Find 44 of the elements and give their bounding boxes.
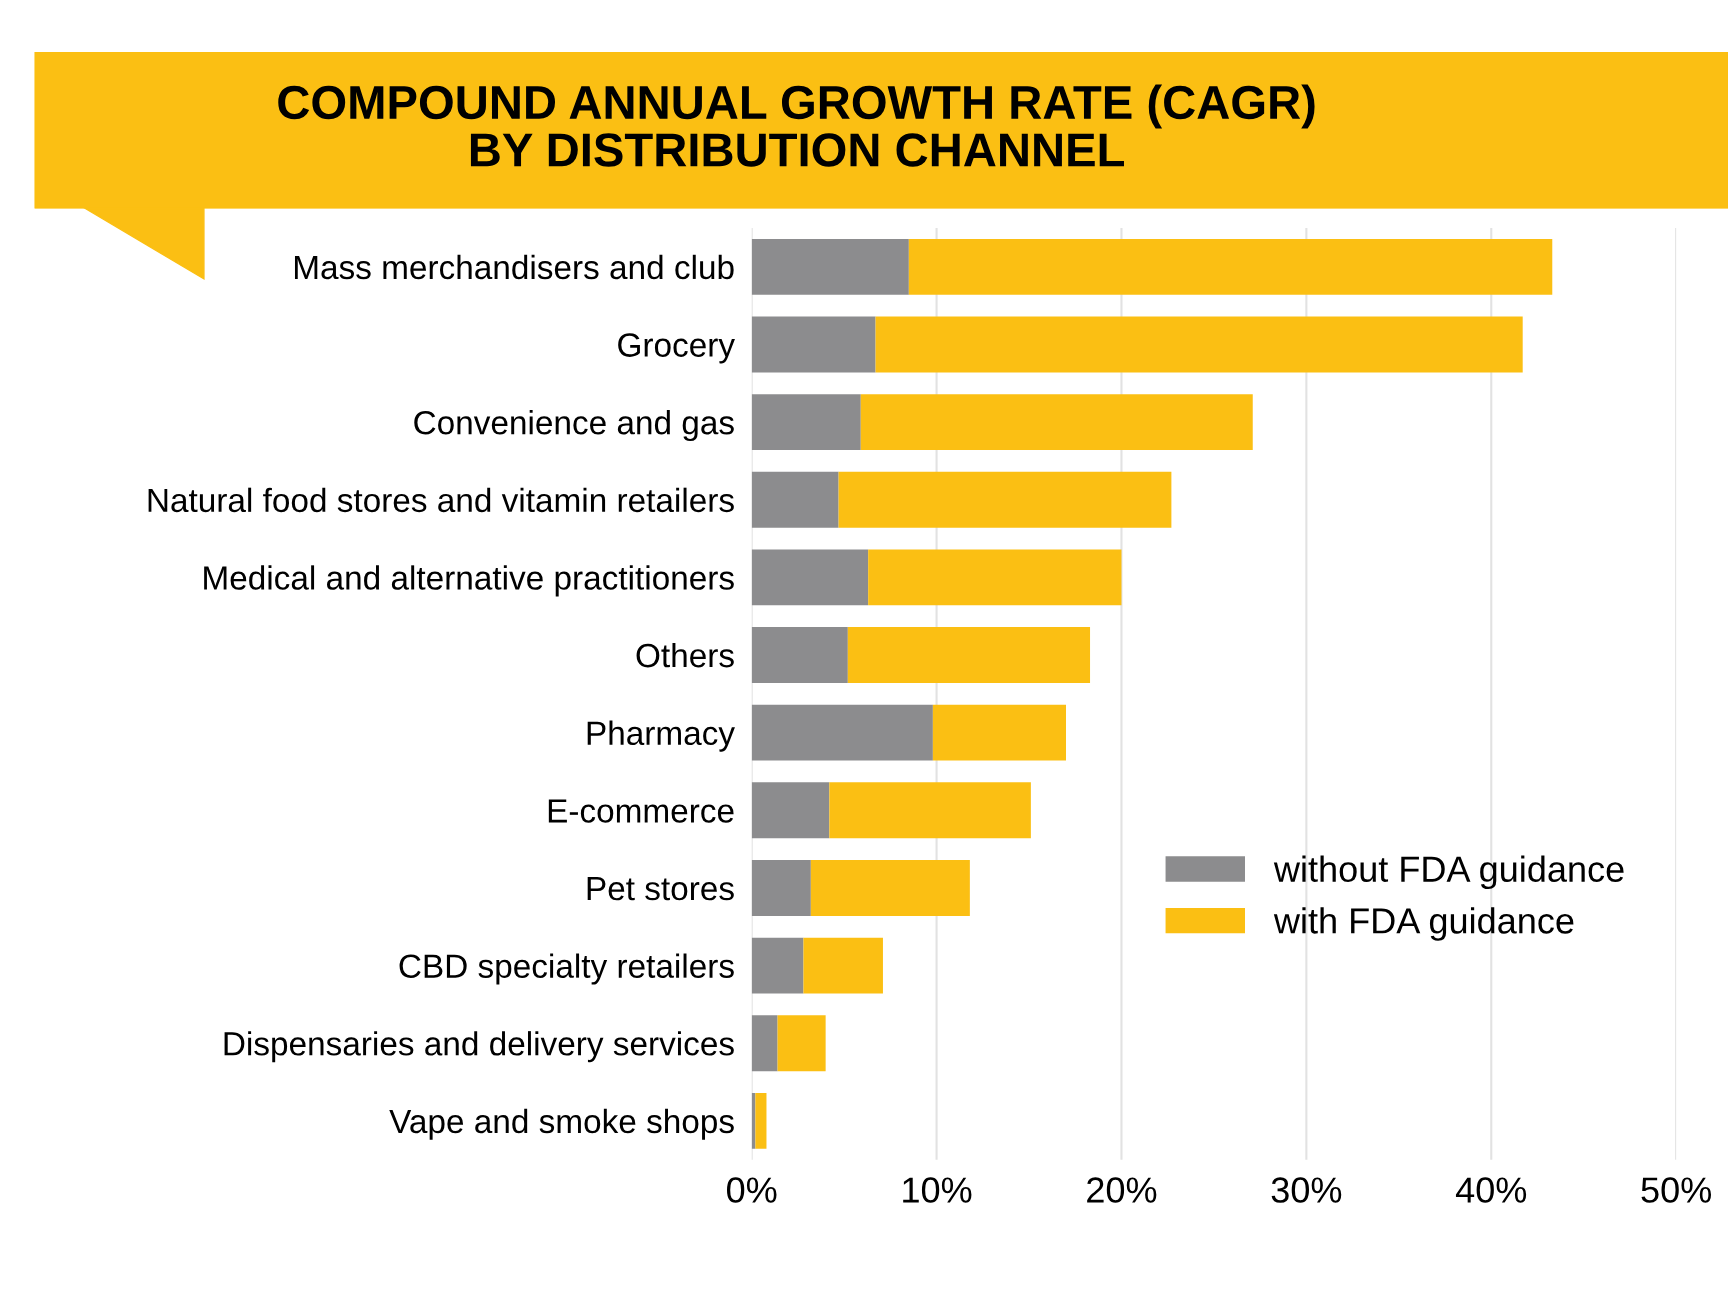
x-tick-label: 40% [1455,1177,1527,1203]
bar [751,782,830,839]
y-tick-label: Pharmacy [587,720,735,752]
legend-label: without FDA guidance [1273,855,1624,890]
bar [803,937,883,994]
y-tick-label: E-commerce [548,799,734,823]
bar [751,549,869,606]
bar [755,1092,767,1149]
chart-title: COMPOUND ANNUAL GROWTH RATE (CAGR) BY DISTRIBUTION CHANNEL [278,84,1315,167]
bar [810,859,970,916]
bar [751,394,861,451]
bar [868,549,1122,606]
bar [751,238,909,295]
bar [908,238,1553,295]
x-tick-label: 10% [903,1177,972,1203]
bar [751,859,811,916]
y-tick-label: Convenience and gas [414,410,734,442]
bar [838,471,1172,528]
y-tick-label: Mass merchandisers and club [294,254,734,280]
legend-label: with FDA guidance [1273,907,1574,941]
bar [751,937,804,994]
y-tick-label: Dispensaries and delivery services [224,1031,734,1063]
y-tick-label: Grocery [618,333,735,364]
x-tick-label: 50% [1641,1177,1712,1203]
bar [932,704,1066,761]
x-tick-label: 30% [1271,1177,1342,1203]
bar [829,782,1031,839]
x-tick-label: 20% [1087,1177,1157,1203]
bar [751,471,839,528]
bar [777,1015,826,1072]
y-tick-label: Pet stores [587,877,734,901]
y-tick-label: Others [636,642,734,668]
bar [751,704,933,761]
y-tick-label: CBD specialty retailers [399,953,734,985]
bar [751,316,876,373]
y-tick-label: Natural food stores and vitamin retailers [148,487,734,513]
y-tick-label: Vape and smoke shops [389,1108,734,1140]
x-tick-label: 0% [726,1177,777,1203]
y-tick-label: Medical and alternative practitioners [204,565,734,597]
bar [847,627,1091,683]
bar [860,394,1253,451]
bar [875,316,1523,373]
bar [751,1015,778,1072]
bar [751,627,848,683]
